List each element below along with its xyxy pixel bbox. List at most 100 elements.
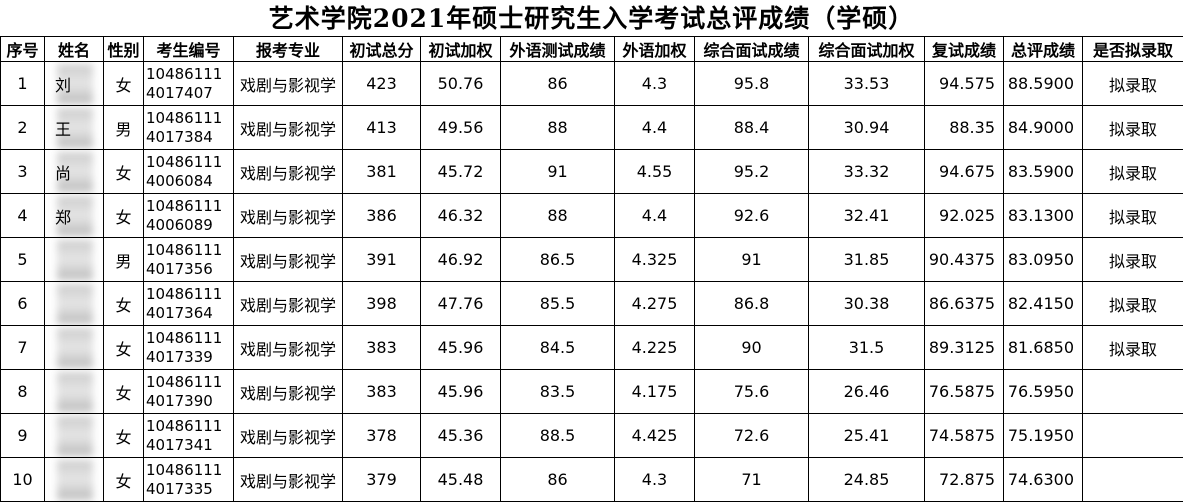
cell: 398 — [342, 281, 421, 326]
header-row: 序号 姓名 性别 考生编号 报考专业 初试总分 初试加权 外语测试成绩 外语加权 综合面试成绩 综合… — [0, 36, 1183, 62]
header-cell: 外语加权 — [614, 36, 695, 62]
cell: 45.96 — [420, 325, 501, 370]
cell: 30.94 — [808, 105, 925, 150]
cell: 91 — [694, 237, 809, 282]
cell: 92.025 — [924, 193, 1004, 238]
cell: 拟录取 — [1082, 105, 1183, 150]
cell: 4.175 — [614, 369, 695, 414]
name-char: 尚 — [54, 163, 71, 183]
data-row: 2 王男 104861114017384 戏剧与影视学 413 49.56 88 4.4 88.… — [0, 105, 1183, 150]
header-cell: 是否拟录取 — [1082, 36, 1183, 62]
cell: 423 — [342, 61, 421, 106]
cell: 85.5 — [500, 281, 615, 326]
cell: 6 — [0, 281, 45, 326]
cell: 戏剧与影视学 — [233, 237, 343, 282]
data-row: 3 尚 女 104861114006084 戏剧与影视学 381 45.72 91 4.55 95… — [0, 149, 1183, 194]
header-cell: 性别 — [103, 36, 144, 62]
cell — [44, 457, 104, 502]
cell: 50.76 — [420, 61, 501, 106]
cell: 104861114017335 — [143, 457, 234, 502]
cell: 郑 — [44, 193, 104, 238]
cell: 95.8 — [694, 61, 809, 106]
cell: 383 — [342, 325, 421, 370]
cell: 31.85 — [808, 237, 925, 282]
cell: 戏剧与影视学 — [233, 325, 343, 370]
name-char: 郑 — [54, 207, 71, 227]
title: 艺术学院2021年硕士研究生入学考试总评成绩（学硕） — [268, 4, 915, 33]
cell: 女 — [103, 369, 144, 414]
cell: 戏剧与影视学 — [233, 369, 343, 414]
header-cell: 姓名 — [44, 36, 104, 62]
cell: 男 — [103, 105, 144, 150]
cell: 86 — [500, 457, 615, 502]
blurred-name — [57, 240, 93, 280]
cell: 45.72 — [420, 149, 501, 194]
cell: 4.4 — [614, 193, 695, 238]
cell: 378 — [342, 413, 421, 458]
cell: 94.675 — [924, 149, 1004, 194]
cell: 104861114017384 — [143, 105, 234, 150]
cell: 拟录取 — [1082, 193, 1183, 238]
cell: 75.6 — [694, 369, 809, 414]
cell: 31.5 — [808, 325, 925, 370]
cell: 女 — [103, 413, 144, 458]
cell: 76.5875 — [924, 369, 1004, 414]
cell: 4.4 — [614, 105, 695, 150]
cell: 4.275 — [614, 281, 695, 326]
name-char: 王 — [54, 119, 71, 139]
cell: 2 — [0, 105, 45, 150]
data-row: 4 郑女 104861114006089 戏剧与影视学 386 46.32 88 4.4 92.… — [0, 193, 1183, 238]
header-cell: 报考专业 — [233, 36, 343, 62]
cell: 379 — [342, 457, 421, 502]
cell: 47.76 — [420, 281, 501, 326]
cell: 104861114017339 — [143, 325, 234, 370]
cell: 104861114017341 — [143, 413, 234, 458]
blurred-name — [57, 196, 93, 236]
cell: 26.46 — [808, 369, 925, 414]
cell — [1082, 369, 1183, 414]
cell: 男 — [103, 237, 144, 282]
cell: 尚 — [44, 149, 104, 194]
cell: 4.3 — [614, 61, 695, 106]
cell: 75.1950 — [1003, 413, 1083, 458]
cell — [44, 413, 104, 458]
cell: 83.0950 — [1003, 237, 1083, 282]
cell: 戏剧与影视学 — [233, 413, 343, 458]
data-row: 1 刘 女 104861114017407 戏剧与影视学 423 50.76 86 4.3 95.… — [0, 61, 1183, 106]
cell: 4.425 — [614, 413, 695, 458]
header-cell: 初试加权 — [420, 36, 501, 62]
cell: 92.6 — [694, 193, 809, 238]
cell: 4 — [0, 193, 45, 238]
cell: 104861114006084 — [143, 149, 234, 194]
cell: 88.4 — [694, 105, 809, 150]
cell: 5 — [0, 237, 45, 282]
cell: 83.1300 — [1003, 193, 1083, 238]
cell: 女 — [103, 281, 144, 326]
cell: 88 — [500, 105, 615, 150]
cell: 95.2 — [694, 149, 809, 194]
cell: 88 — [500, 193, 615, 238]
cell — [44, 237, 104, 282]
cell: 女 — [103, 325, 144, 370]
table-body: 序号 姓名 性别 考生编号 报考专业 初试总分 初试加权 外语测试成绩 外语加权 综合面试成绩 综合… — [0, 36, 1183, 502]
cell: 1 — [0, 61, 45, 106]
cell: 10 — [0, 457, 45, 502]
cell: 84.5 — [500, 325, 615, 370]
data-row: 6 女 104861114017364 戏剧与影视学 398 47.76 85.5 4.275… — [0, 281, 1183, 326]
score-table: 序号 姓名 性别 考生编号 报考专业 初试总分 初试加权 外语测试成绩 外语加权 综合面试成绩 综合… — [0, 36, 1183, 502]
cell — [44, 369, 104, 414]
cell: 女 — [103, 61, 144, 106]
cell: 拟录取 — [1082, 149, 1183, 194]
cell: 戏剧与影视学 — [233, 149, 343, 194]
cell: 386 — [342, 193, 421, 238]
header-cell: 外语测试成绩 — [500, 36, 615, 62]
cell: 383 — [342, 369, 421, 414]
cell: 拟录取 — [1082, 237, 1183, 282]
cell: 84.9000 — [1003, 105, 1083, 150]
cell: 74.6300 — [1003, 457, 1083, 502]
cell: 90 — [694, 325, 809, 370]
cell: 9 — [0, 413, 45, 458]
cell: 49.56 — [420, 105, 501, 150]
cell: 391 — [342, 237, 421, 282]
cell: 戏剧与影视学 — [233, 61, 343, 106]
